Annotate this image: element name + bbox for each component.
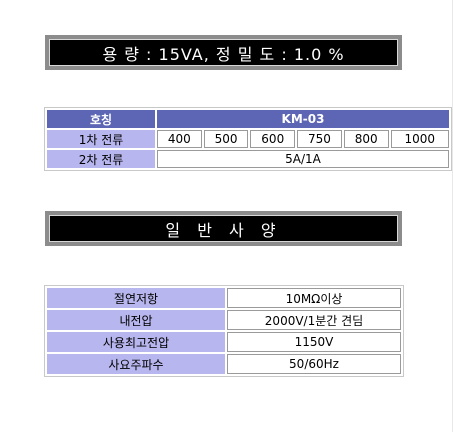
insulation-resistance-value: 10MΩ이상 (227, 288, 401, 308)
table-row: 내전압 2000V/1분간 견딤 (47, 310, 401, 330)
capacity-accuracy-text: 용 량 : 15VA, 정 밀 도 : 1.0 % (49, 39, 398, 66)
general-spec-title: 일 반 사 양 (49, 215, 398, 242)
primary-current-value: 750 (297, 130, 342, 148)
model-spec-table: 호칭 KM-03 1차 전류 400 500 600 750 800 1000 … (44, 107, 452, 171)
secondary-current-value: 5A/1A (157, 150, 449, 168)
table-row-model: 호칭 KM-03 (47, 110, 449, 128)
primary-current-value: 500 (203, 130, 249, 148)
primary-current-label: 1차 전류 (47, 130, 155, 148)
withstand-voltage-value: 2000V/1분간 견딤 (227, 310, 401, 330)
secondary-current-label: 2차 전류 (47, 150, 155, 168)
table-row: 사용최고전압 1150V (47, 332, 401, 352)
primary-current-value: 400 (157, 130, 202, 148)
frequency-value: 50/60Hz (227, 354, 401, 374)
primary-current-value: 1000 (390, 130, 449, 148)
primary-current-value: 600 (250, 130, 296, 148)
general-spec-table: 절연저항 10MΩ이상 내전압 2000V/1분간 견딤 사용최고전압 1150… (44, 285, 404, 377)
table-row-secondary-current: 2차 전류 5A/1A (47, 150, 449, 168)
model-value: KM-03 (157, 110, 449, 128)
general-spec-banner: 일 반 사 양 (45, 211, 402, 246)
max-voltage-label: 사용최고전압 (47, 332, 225, 352)
max-voltage-value: 1150V (227, 332, 401, 352)
insulation-resistance-label: 절연저항 (47, 288, 225, 308)
table-row-primary-current: 1차 전류 400 500 600 750 800 1000 (47, 130, 449, 148)
table-row: 절연저항 10MΩ이상 (47, 288, 401, 308)
withstand-voltage-label: 내전압 (47, 310, 225, 330)
frequency-label: 사요주파수 (47, 354, 225, 374)
model-label: 호칭 (47, 110, 155, 128)
table-row: 사요주파수 50/60Hz (47, 354, 401, 374)
capacity-accuracy-banner: 용 량 : 15VA, 정 밀 도 : 1.0 % (45, 35, 402, 70)
primary-current-value: 800 (343, 130, 389, 148)
